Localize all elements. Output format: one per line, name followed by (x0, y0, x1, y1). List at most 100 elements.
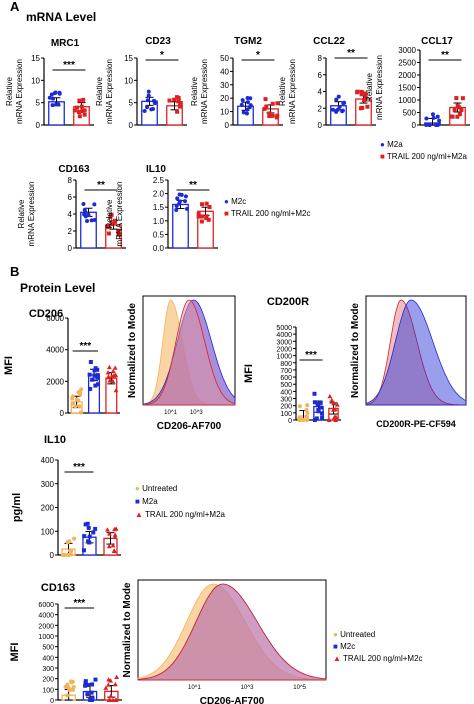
data-point (316, 409, 321, 414)
data-point (333, 414, 339, 420)
data-point (146, 93, 151, 98)
data-point (92, 202, 97, 207)
y-tick-label: 2000 (38, 623, 54, 630)
y-tick-label: 100 (41, 527, 55, 536)
data-point (70, 679, 75, 684)
data-point (77, 404, 82, 409)
y-tick-label: 1000 (276, 354, 292, 361)
y-axis-label: mRNA Expression (200, 59, 209, 124)
data-point (427, 123, 432, 127)
data-point (424, 116, 429, 121)
data-point (65, 540, 70, 545)
legend-item: ▲ TRAIL 200 ng/ml+M2a (135, 510, 225, 519)
data-point (145, 105, 150, 110)
y-tick-label: 0 (50, 698, 54, 704)
legend-item: ● M2a (380, 140, 467, 149)
data-point (433, 123, 438, 127)
data-point (270, 113, 275, 118)
data-point (77, 98, 82, 103)
data-point (85, 521, 90, 526)
y-tick-label: 0 (129, 121, 134, 130)
data-point (172, 97, 177, 102)
data-point (103, 685, 109, 690)
legend-label: TRAIL 200 ng/ml+M2a (145, 510, 225, 519)
data-point (174, 203, 179, 208)
significance-label: ** (347, 48, 355, 59)
y-tick-label: 0 (412, 121, 417, 130)
data-point (244, 111, 249, 116)
y-axis-label: Relative (95, 77, 104, 106)
data-point (93, 366, 98, 371)
y-axis-label: pg/ml (11, 493, 23, 522)
data-point (362, 98, 367, 103)
legend-label: TRAIL 200 ng/ml+M2c (343, 654, 423, 663)
y-tick-label: 2 (318, 104, 323, 113)
data-point (200, 202, 205, 207)
data-point (79, 387, 84, 392)
y-tick-label: 400 (41, 456, 55, 465)
data-point (341, 101, 346, 106)
y-tick-label: 5 (129, 99, 134, 108)
data-point (112, 681, 118, 687)
y-tick-label: 300 (42, 666, 54, 673)
legend-item: ■ TRAIL 200 ng/ml+M2c (224, 209, 310, 218)
y-tick-label: 4 (68, 210, 73, 219)
data-point (74, 105, 79, 110)
data-point (112, 534, 118, 539)
y-tick-label: 5 (36, 99, 41, 108)
data-point (319, 411, 324, 416)
data-point (204, 201, 209, 206)
data-point (175, 196, 180, 201)
y-tick-label: 0 (60, 409, 65, 418)
y-tick-label: 3000 (398, 46, 416, 55)
y-tick-label: 6000 (38, 602, 54, 609)
data-point (340, 108, 345, 113)
data-point (424, 123, 429, 127)
y-tick-label: 0 (318, 121, 323, 130)
data-point (178, 102, 183, 107)
panel-a-letter: A (10, 0, 20, 14)
y-axis-label: Normalized to Mode (122, 582, 133, 677)
y-tick-label: 15 (31, 54, 40, 63)
y-tick-label: 8 (318, 54, 323, 63)
y-axis-label: Relative (105, 199, 114, 228)
data-point (176, 99, 181, 104)
blue-square-icon: ■ (333, 642, 338, 651)
data-point (331, 400, 336, 406)
data-point (318, 405, 323, 410)
data-point (332, 406, 338, 412)
red-square-icon: ■ (380, 152, 385, 161)
y-axis-label: mRNA Expression (375, 55, 384, 120)
data-point (62, 553, 67, 557)
legend-label: Untreated (142, 484, 178, 493)
data-point (69, 549, 74, 554)
legend-label: M2c (340, 642, 356, 651)
chart-title: MRC1 (51, 38, 80, 49)
data-point (455, 114, 460, 119)
data-point (90, 682, 95, 687)
bar (80, 211, 97, 249)
y-tick-label: 5000 (276, 325, 292, 332)
y-axis-label: mRNA Expression (15, 59, 24, 124)
significance-label: *** (305, 350, 317, 361)
y-tick-label: 10 (220, 108, 229, 117)
data-point (359, 92, 364, 97)
y-tick-label: 500 (280, 382, 292, 389)
data-point (105, 682, 111, 687)
data-point (110, 542, 116, 548)
y-tick-label: 4000 (38, 613, 54, 620)
data-point (49, 92, 54, 97)
data-point (112, 365, 118, 370)
legend-item: ● Untreated (135, 484, 225, 493)
data-point (365, 104, 370, 109)
data-point (449, 114, 454, 119)
data-point (206, 217, 211, 222)
y-tick-label: 600 (280, 375, 292, 382)
chart-title: CCL22 (313, 36, 345, 47)
y-tick-label: 700 (280, 368, 292, 375)
y-axis-label: Relative (365, 73, 374, 102)
data-point (88, 386, 93, 391)
y-tick-label: 0.5 (153, 230, 165, 239)
data-point (83, 210, 88, 215)
y-tick-label: 1500 (398, 84, 416, 93)
